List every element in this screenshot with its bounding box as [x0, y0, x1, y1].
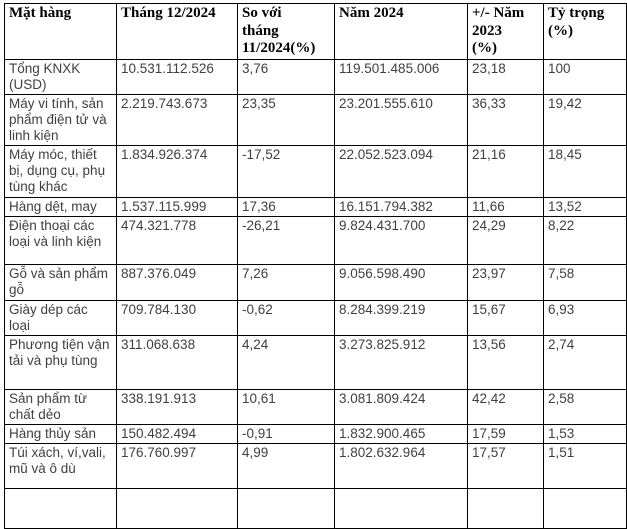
value-cell [237, 487, 335, 529]
value-cell: 17,57 [467, 442, 544, 489]
value-cell: 18,45 [543, 144, 627, 198]
value-cell: 2,74 [543, 334, 627, 390]
row-label-cell: Túi xách, ví,vali, mũ và ô dù [4, 442, 117, 489]
col-header-yoy-change: +/- Năm 2023 (%) [467, 3, 544, 60]
row-label-cell: Phương tiện vận tải và phụ tùng [4, 334, 117, 390]
table-row: Giày dép các loại 709.784.130 -0,62 8.284.3… [4, 299, 627, 336]
value-cell: 9.056.598.490 [334, 263, 468, 301]
table-row: Máy móc, thiết bị, dụng cụ, phụ tùng khá… [4, 144, 627, 198]
value-cell: 22.052.523.094 [334, 144, 468, 198]
table-body: Tổng KNXK (USD) 10.531.112.526 3,76 119.501… [4, 58, 627, 529]
value-cell: 1,53 [543, 423, 627, 444]
value-cell: -17,52 [237, 144, 335, 198]
table-row: Sản phẩm từ chất dẻo 338.191.913 10,61 3.08… [4, 388, 627, 425]
value-cell: 10,61 [237, 388, 335, 425]
value-cell: 6,93 [543, 299, 627, 336]
row-label-cell: Điện thoại các loại và linh kiện [4, 215, 117, 265]
col-header-share: Tỷ trọng (%) [543, 3, 627, 60]
value-cell: 8.284.399.219 [334, 299, 468, 336]
value-cell: 16.151.794.382 [334, 196, 468, 217]
table-row: Gỗ và sản phẩm gỗ 887.376.049 7,26 9.056.59… [4, 263, 627, 301]
value-cell: 100 [543, 58, 627, 95]
value-cell: 1.834.926.374 [116, 144, 238, 198]
value-cell: 7,26 [237, 263, 335, 301]
value-cell: 2.219.743.673 [116, 93, 238, 146]
value-cell: 13,52 [543, 196, 627, 217]
value-cell: 474.321.778 [116, 215, 238, 265]
value-cell: 19,42 [543, 93, 627, 146]
row-label-cell [4, 487, 117, 529]
value-cell: 3.081.809.424 [334, 388, 468, 425]
value-cell [543, 487, 627, 529]
export-data-table: Mặt hàng Tháng 12/2024 So với tháng 11/2… [4, 3, 627, 529]
value-cell: 11,66 [467, 196, 544, 217]
value-cell: 1.832.900.465 [334, 423, 468, 444]
col-header-item: Mặt hàng [4, 3, 117, 60]
row-label-cell: Sản phẩm từ chất dẻo [4, 388, 117, 425]
value-cell: 36,33 [467, 93, 544, 146]
value-cell: 24,29 [467, 215, 544, 265]
value-cell [334, 487, 468, 529]
value-cell [467, 487, 544, 529]
value-cell: 176.760.997 [116, 442, 238, 489]
document-page: Mặt hàng Tháng 12/2024 So với tháng 11/2… [4, 3, 627, 529]
value-cell [116, 487, 238, 529]
value-cell: 23,35 [237, 93, 335, 146]
table-row: Máy vi tính, sản phẩm điện tử và linh ki… [4, 93, 627, 146]
value-cell: 9.824.431.700 [334, 215, 468, 265]
value-cell: 119.501.485.006 [334, 58, 468, 95]
value-cell: 4,99 [237, 442, 335, 489]
value-cell: -0,62 [237, 299, 335, 336]
col-header-year: Năm 2024 [334, 3, 468, 60]
table-header-row: Mặt hàng Tháng 12/2024 So với tháng 11/2… [4, 3, 627, 60]
value-cell: 42,42 [467, 388, 544, 425]
value-cell: 3.273.825.912 [334, 334, 468, 390]
row-label-cell: Máy vi tính, sản phẩm điện tử và linh ki… [4, 93, 117, 146]
col-header-vs-prev-month: So với tháng 11/2024(%) [237, 3, 335, 60]
value-cell: -26,21 [237, 215, 335, 265]
value-cell: 10.531.112.526 [116, 58, 238, 95]
row-label-cell: Hàng dệt, may [4, 196, 117, 217]
row-label-cell: Tổng KNXK (USD) [4, 58, 117, 95]
value-cell: 8,22 [543, 215, 627, 265]
table-row: Điện thoại các loại và linh kiện 474.321.… [4, 215, 627, 265]
table-row: Tổng KNXK (USD) 10.531.112.526 3,76 119.501… [4, 58, 627, 95]
value-cell: 7,58 [543, 263, 627, 301]
value-cell: 2,58 [543, 388, 627, 425]
value-cell: 150.482.494 [116, 423, 238, 444]
table-row [4, 487, 627, 529]
value-cell: 17,36 [237, 196, 335, 217]
value-cell: 15,67 [467, 299, 544, 336]
value-cell: 17,59 [467, 423, 544, 444]
value-cell: 21,16 [467, 144, 544, 198]
table-row: Phương tiện vận tải và phụ tùng 311.068.6… [4, 334, 627, 390]
value-cell: 338.191.913 [116, 388, 238, 425]
row-label-cell: Gỗ và sản phẩm gỗ [4, 263, 117, 301]
table-row: Hàng thủy sản 150.482.494 -0,91 1.832.900.4… [4, 423, 627, 444]
value-cell: 23.201.555.610 [334, 93, 468, 146]
value-cell: 709.784.130 [116, 299, 238, 336]
value-cell: 23,97 [467, 263, 544, 301]
table-row: Túi xách, ví,vali, mũ và ô dù 176.760.997… [4, 442, 627, 489]
value-cell: 887.376.049 [116, 263, 238, 301]
row-label-cell: Giày dép các loại [4, 299, 117, 336]
table-row: Hàng dệt, may 1.537.115.999 17,36 16.151.79… [4, 196, 627, 217]
value-cell: 1.802.632.964 [334, 442, 468, 489]
row-label-cell: Máy móc, thiết bị, dụng cụ, phụ tùng khá… [4, 144, 117, 198]
value-cell: -0,91 [237, 423, 335, 444]
value-cell: 311.068.638 [116, 334, 238, 390]
value-cell: 3,76 [237, 58, 335, 95]
value-cell: 23,18 [467, 58, 544, 95]
row-label-cell: Hàng thủy sản [4, 423, 117, 444]
value-cell: 4,24 [237, 334, 335, 390]
value-cell: 1,51 [543, 442, 627, 489]
value-cell: 1.537.115.999 [116, 196, 238, 217]
value-cell: 13,56 [467, 334, 544, 390]
col-header-month: Tháng 12/2024 [116, 3, 238, 60]
